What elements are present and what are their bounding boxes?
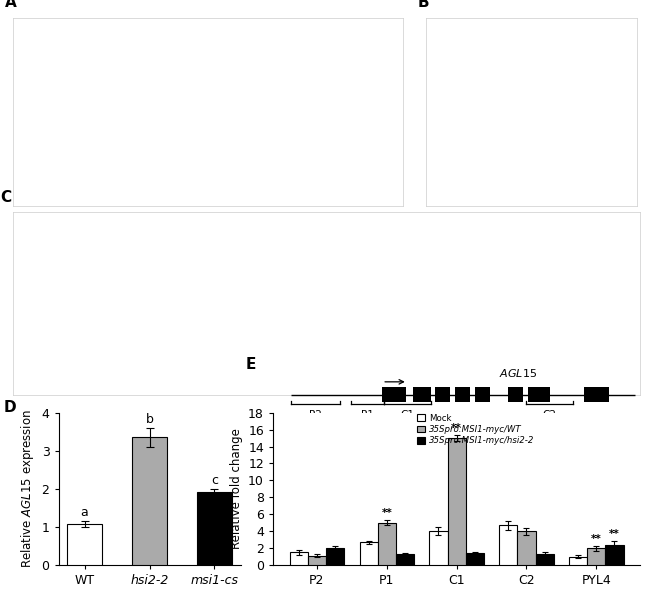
- Bar: [605, 545, 623, 565]
- Bar: [499, 525, 517, 565]
- Bar: [413, 388, 430, 402]
- Bar: [517, 531, 536, 565]
- Bar: [196, 492, 232, 565]
- Bar: [396, 554, 414, 565]
- Text: a: a: [81, 506, 88, 519]
- Text: D: D: [4, 401, 16, 416]
- Text: C1: C1: [400, 410, 415, 420]
- Legend: Mock, 35Spro:MSI1-myc/WT, 35Spro:MSI1-myc/hsi2-2: Mock, 35Spro:MSI1-myc/WT, 35Spro:MSI1-my…: [417, 414, 534, 445]
- Bar: [290, 553, 308, 565]
- Bar: [465, 553, 484, 565]
- Bar: [430, 531, 448, 565]
- Text: c: c: [211, 474, 218, 487]
- Bar: [382, 388, 406, 402]
- Y-axis label: Relative $AGL15$ expression: Relative $AGL15$ expression: [19, 410, 36, 568]
- Bar: [569, 557, 587, 565]
- Bar: [536, 554, 554, 565]
- Y-axis label: Relative fold change: Relative fold change: [229, 428, 242, 550]
- Text: A: A: [5, 0, 17, 10]
- Text: C: C: [1, 190, 12, 205]
- Text: b: b: [146, 413, 153, 426]
- Text: C2: C2: [543, 410, 556, 420]
- Text: **: **: [451, 423, 462, 434]
- Bar: [67, 524, 103, 565]
- Text: **: **: [591, 533, 602, 544]
- Text: $AGL15$: $AGL15$: [499, 367, 537, 379]
- Bar: [448, 438, 465, 565]
- Text: B: B: [417, 0, 429, 10]
- Text: P2: P2: [309, 410, 322, 420]
- Bar: [528, 388, 550, 402]
- Bar: [508, 388, 523, 402]
- Bar: [359, 542, 378, 565]
- Bar: [455, 388, 471, 402]
- Bar: [378, 523, 396, 565]
- Text: P1: P1: [361, 410, 374, 420]
- Bar: [326, 548, 344, 565]
- Text: E: E: [246, 357, 256, 373]
- Bar: [475, 388, 490, 402]
- Bar: [132, 437, 167, 565]
- Text: **: **: [609, 529, 620, 539]
- Bar: [584, 388, 609, 402]
- Bar: [435, 388, 450, 402]
- Text: **: **: [382, 508, 392, 518]
- Bar: [587, 548, 605, 565]
- Bar: [308, 556, 326, 565]
